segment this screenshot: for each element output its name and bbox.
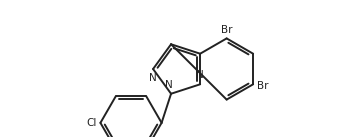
Text: N: N — [165, 80, 173, 90]
Text: Cl: Cl — [87, 118, 97, 128]
Text: N: N — [149, 73, 157, 83]
Text: Br: Br — [221, 25, 232, 35]
Text: Br: Br — [257, 81, 269, 91]
Text: N: N — [196, 70, 204, 80]
